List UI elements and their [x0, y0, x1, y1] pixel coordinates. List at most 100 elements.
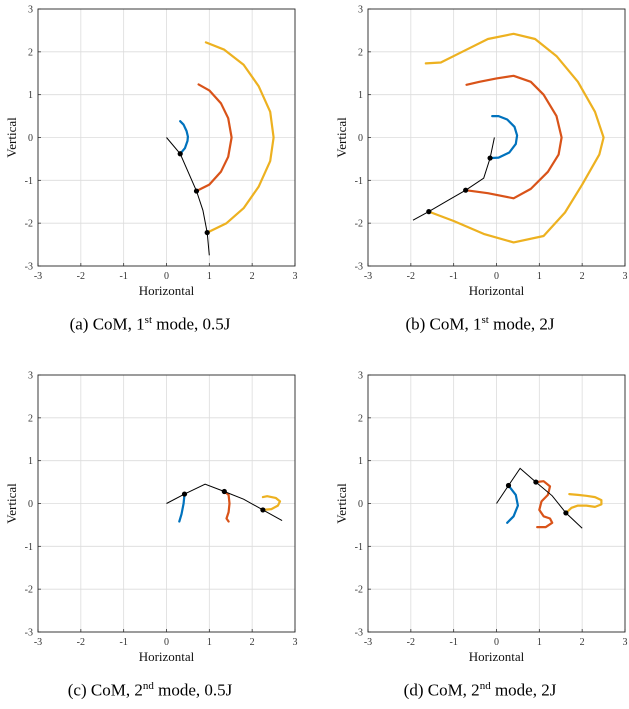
y-tick-label: -3	[25, 628, 33, 639]
axes-box	[367, 8, 626, 267]
y-tick-label: 3	[28, 371, 33, 382]
joint-marker	[181, 491, 188, 497]
chart-c: -3 -2 -1 0 1 2 3 -3 -2 -1 0 1 2 3 Horizontal Vertical	[4, 371, 298, 665]
trajectory-series-1	[489, 114, 519, 160]
x-tick-label: -3	[34, 637, 42, 648]
x-axis-label: Horizontal	[469, 283, 525, 298]
y-tick-label: 1	[28, 456, 33, 467]
subplot-d: -3 -2 -1 0 1 2 3 -3 -2 -1 0 1 2 3 Horizontal Vertical (…	[330, 366, 629, 706]
y-tick-label: -1	[25, 542, 33, 553]
caption-a: (a) CoM, 1st mode, 0.5J	[69, 314, 231, 334]
y-tick-label: -2	[25, 585, 33, 596]
y-tick-label: 1	[358, 456, 363, 467]
trajectory-series-2	[195, 83, 233, 193]
x-tick-label: 3	[293, 271, 298, 282]
chart-a: -3 -2 -1 0 1 2 3 -3 -2 -1 0 1 2 3 Horizontal Vertical	[4, 5, 298, 299]
trajectory-series-3	[204, 41, 275, 234]
y-tick-label: 2	[358, 47, 363, 58]
y-tick-label: 3	[358, 371, 363, 382]
x-axis-label: Horizontal	[139, 283, 195, 298]
x-tick-label: 2	[580, 637, 585, 648]
trajectory-series-3	[424, 32, 605, 244]
x-tick-label: -1	[119, 271, 127, 282]
y-tick-label: 0	[358, 499, 363, 510]
y-tick-label: 0	[28, 133, 33, 144]
joint-marker	[193, 188, 200, 194]
x-tick-label: 2	[250, 637, 255, 648]
caption-b: (b) CoM, 1st mode, 2J	[405, 314, 555, 334]
caption-c: (c) CoM, 2nd mode, 0.5J	[67, 680, 233, 700]
trajectory-series-2	[464, 74, 563, 200]
x-tick-label: -1	[119, 637, 127, 648]
y-tick-label: -1	[355, 176, 363, 187]
joint-marker	[463, 187, 469, 193]
x-tick-label: 1	[537, 637, 542, 648]
y-tick-label: -3	[25, 262, 33, 273]
y-tick-label: -2	[355, 585, 363, 596]
y-tick-label: -1	[25, 176, 33, 187]
chart-b: -3 -2 -1 0 1 2 3 -3 -2 -1 0 1 2 3 Horizontal Vertical	[334, 5, 628, 299]
joint-marker	[204, 229, 210, 236]
x-tick-label: 0	[164, 271, 169, 282]
trajectory-series-1	[178, 493, 186, 523]
x-tick-label: -2	[77, 637, 85, 648]
joint-marker	[177, 151, 183, 157]
y-tick-label: -1	[355, 542, 363, 553]
trajectory-series-3	[261, 495, 282, 511]
x-tick-label: 0	[494, 271, 499, 282]
x-tick-label: -1	[449, 271, 457, 282]
x-tick-label: -3	[364, 637, 372, 648]
y-tick-label: -2	[25, 219, 33, 230]
trajectory-series-3	[564, 493, 603, 514]
y-tick-label: 3	[358, 5, 363, 16]
pendulum-line	[166, 137, 210, 256]
x-tick-label: 1	[207, 637, 212, 648]
x-axis-label: Horizontal	[469, 649, 525, 664]
x-tick-label: 2	[250, 271, 255, 282]
joint-marker	[221, 488, 227, 495]
x-tick-label: 3	[293, 637, 298, 648]
y-axis-label: Vertical	[334, 483, 349, 524]
x-tick-label: 1	[207, 271, 212, 282]
x-tick-label: -2	[407, 637, 415, 648]
joint-marker	[260, 507, 266, 513]
axes-box	[37, 8, 296, 267]
x-axis-label: Horizontal	[139, 649, 195, 664]
trajectory-series-2	[223, 490, 231, 523]
y-tick-label: 2	[28, 47, 33, 58]
chart-d: -3 -2 -1 0 1 2 3 -3 -2 -1 0 1 2 3 Horizontal Vertical	[334, 371, 628, 665]
y-tick-label: -3	[355, 262, 363, 273]
joint-marker	[533, 479, 539, 485]
y-axis-label: Vertical	[4, 483, 19, 524]
x-tick-label: 0	[164, 637, 169, 648]
joint-marker	[563, 510, 569, 516]
joint-marker	[426, 209, 432, 215]
trajectory-series-1	[506, 484, 519, 524]
x-tick-label: -2	[407, 271, 415, 282]
trajectory-series-1	[179, 120, 189, 155]
x-tick-label: -1	[449, 637, 457, 648]
x-tick-label: -2	[77, 271, 85, 282]
y-tick-label: -3	[355, 628, 363, 639]
x-tick-label: 3	[623, 271, 628, 282]
trajectory-series-2	[534, 480, 554, 529]
y-tick-label: 1	[28, 90, 33, 101]
joint-marker	[487, 155, 493, 161]
y-tick-label: 2	[358, 413, 363, 424]
axes-box	[37, 374, 296, 633]
y-tick-label: 3	[28, 5, 33, 16]
y-tick-label: -2	[355, 219, 363, 230]
subplot-a: -3 -2 -1 0 1 2 3 -3 -2 -1 0 1 2 3 Horizontal Vertical (…	[0, 0, 300, 340]
joint-marker	[505, 482, 512, 489]
y-tick-label: 1	[358, 90, 363, 101]
subplot-b: -3 -2 -1 0 1 2 3 -3 -2 -1 0 1 2 3 Horizontal Vertical (…	[330, 0, 629, 340]
axes-box	[367, 374, 626, 633]
x-tick-label: -3	[364, 271, 372, 282]
x-tick-label: 0	[494, 637, 499, 648]
x-tick-label: 3	[623, 637, 628, 648]
y-axis-label: Vertical	[4, 117, 19, 158]
y-axis-label: Vertical	[334, 117, 349, 158]
x-tick-label: -3	[34, 271, 42, 282]
y-tick-label: 0	[28, 499, 33, 510]
y-tick-label: 0	[358, 133, 363, 144]
